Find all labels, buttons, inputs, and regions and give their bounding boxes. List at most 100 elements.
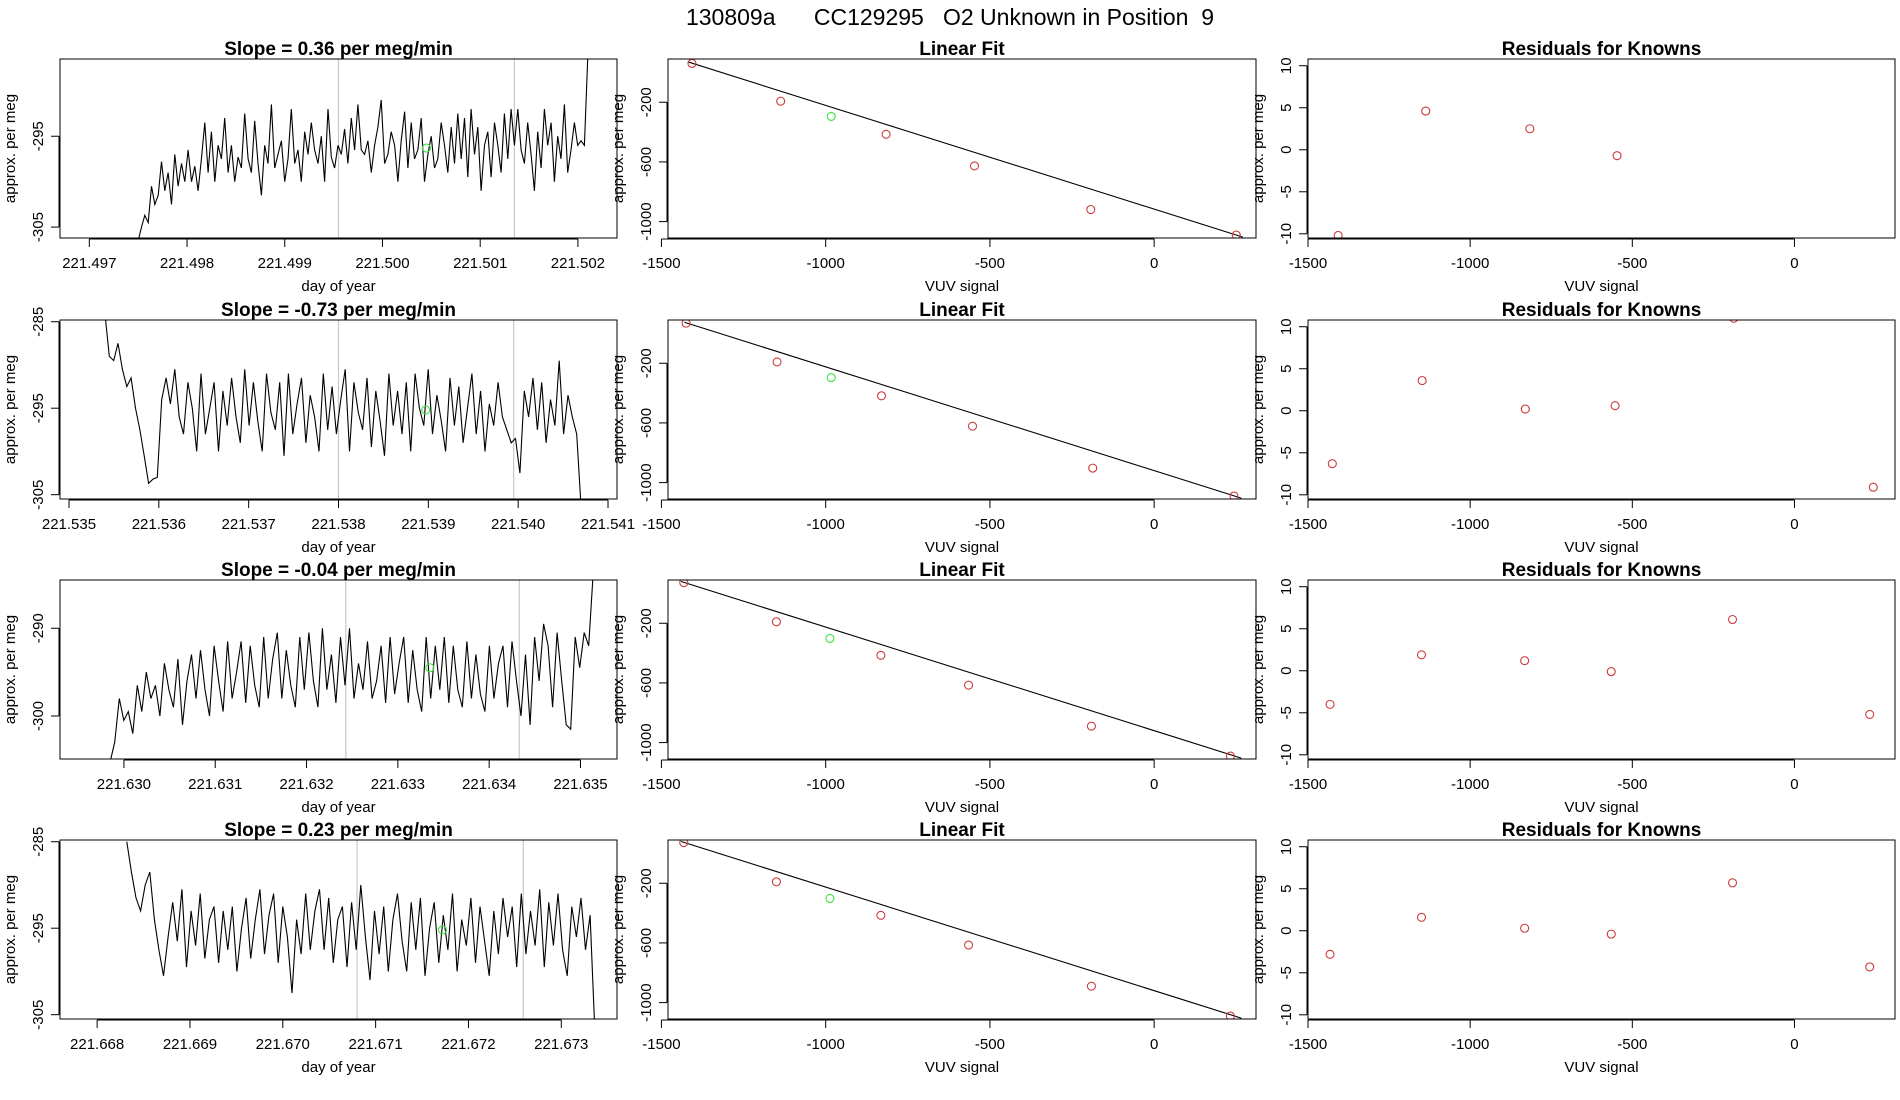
x-tick-label: -1000 xyxy=(1451,776,1489,793)
known-point xyxy=(881,129,891,139)
y-tick-label: 0 xyxy=(1278,146,1295,154)
x-tick-label: 0 xyxy=(1150,776,1158,793)
x-tick-label: -1500 xyxy=(1289,255,1327,272)
known-point xyxy=(876,650,886,660)
y-tick-label: -5 xyxy=(1278,706,1295,719)
x-tick-label: 0 xyxy=(1150,1036,1158,1053)
unknown-point xyxy=(826,373,836,383)
y-tick-label: 5 xyxy=(1278,885,1295,893)
x-tick-label: 221.501 xyxy=(453,255,507,272)
x-tick-label: 221.630 xyxy=(97,776,151,793)
plot-area xyxy=(1325,878,1875,972)
y-tick-label: 10 xyxy=(1278,57,1295,74)
known-point xyxy=(969,161,980,171)
x-tick-label: 221.668 xyxy=(70,1036,124,1053)
panel-title: Residuals for Knowns xyxy=(1502,820,1702,841)
known-point xyxy=(964,680,974,690)
x-tick-label: 221.499 xyxy=(258,255,312,272)
known-point xyxy=(1727,614,1738,625)
x-tick-label: -500 xyxy=(975,1036,1005,1053)
y-axis-label: approx. per meg xyxy=(1250,355,1267,464)
x-axis-label: day of year xyxy=(301,539,375,556)
y-tick-label: -600 xyxy=(638,668,655,698)
unknown-point xyxy=(437,925,448,935)
x-tick-label: -1000 xyxy=(1451,516,1489,533)
known-point xyxy=(679,840,689,848)
x-tick-label: 221.535 xyxy=(42,516,96,533)
known-point xyxy=(679,580,689,588)
x-tick-label: 0 xyxy=(1790,1036,1798,1053)
y-tick-label: -200 xyxy=(638,608,655,638)
panel-title: Linear Fit xyxy=(919,39,1005,60)
y-tick-label: -200 xyxy=(638,868,655,898)
panel-timeseries-3: Slope = -0.04 per meg/min day of year appr… xyxy=(2,560,618,816)
y-axis-label: approx. per meg xyxy=(610,875,627,984)
y-tick-label: 10 xyxy=(1278,578,1295,595)
x-tick-label: 221.536 xyxy=(132,516,186,533)
known-point xyxy=(1086,721,1096,731)
panel-residuals-2: Residuals for Knowns VUV signal approx. pe… xyxy=(1250,300,1896,556)
plot-area xyxy=(679,580,1242,759)
x-tick-label: 221.538 xyxy=(311,516,365,533)
fit-line xyxy=(680,840,1242,1019)
x-tick-label: 0 xyxy=(1790,516,1798,533)
panel-title: Slope = -0.73 per meg/min xyxy=(221,300,456,321)
plot-area xyxy=(105,320,582,499)
y-axis-label: approx. per meg xyxy=(2,94,19,203)
x-axis-label: VUV signal xyxy=(1564,799,1638,816)
y-axis-label: approx. per meg xyxy=(610,355,627,464)
y-tick-label: -200 xyxy=(638,348,655,378)
known-point xyxy=(1865,962,1875,972)
fit-line xyxy=(687,61,1244,238)
x-tick-label: -1000 xyxy=(806,255,844,272)
y-axis-label: approx. per meg xyxy=(2,355,19,464)
panel-title: Slope = -0.04 per meg/min xyxy=(221,560,456,581)
x-tick-label: 221.502 xyxy=(551,255,605,272)
plot-area xyxy=(110,580,594,759)
x-tick-label: -500 xyxy=(1617,516,1647,533)
x-tick-label: 0 xyxy=(1150,516,1158,533)
plot-frame xyxy=(1307,839,1896,1020)
known-point xyxy=(1520,923,1530,933)
panel-residuals-3: Residuals for Knowns VUV signal approx. pe… xyxy=(1250,560,1896,816)
known-point xyxy=(1417,375,1427,386)
x-tick-label: -500 xyxy=(1617,1036,1647,1053)
plot-frame xyxy=(667,839,1257,1020)
known-point xyxy=(772,357,782,367)
y-axis-label: approx. per meg xyxy=(1250,615,1267,724)
series-line xyxy=(110,580,594,759)
y-tick-label: -295 xyxy=(30,913,47,943)
y-tick-label: -10 xyxy=(1278,1004,1295,1026)
y-tick-label: -5 xyxy=(1278,966,1295,979)
y-tick-label: -10 xyxy=(1278,484,1295,506)
x-tick-label: -500 xyxy=(975,776,1005,793)
plot-area xyxy=(126,840,595,1019)
plot-frame xyxy=(59,839,618,1020)
plot-area xyxy=(138,59,589,238)
y-tick-label: 0 xyxy=(1278,667,1295,675)
plot-frame xyxy=(59,58,618,239)
x-axis-label: day of year xyxy=(301,1059,375,1076)
known-point xyxy=(1525,124,1535,134)
x-tick-label: 221.673 xyxy=(534,1036,588,1053)
y-tick-label: -305 xyxy=(30,1000,47,1030)
plot-frame xyxy=(667,579,1257,760)
known-point xyxy=(1229,491,1239,499)
x-tick-label: 221.635 xyxy=(553,776,607,793)
panel-title: Slope = 0.23 per meg/min xyxy=(224,820,453,841)
plot-area xyxy=(1333,106,1622,238)
y-axis-label: approx. per meg xyxy=(610,94,627,203)
x-tick-label: -1500 xyxy=(642,776,680,793)
series-line xyxy=(126,841,595,1019)
known-point xyxy=(1231,230,1241,238)
y-tick-label: 0 xyxy=(1278,407,1295,415)
known-point xyxy=(1520,656,1530,666)
x-tick-label: 221.537 xyxy=(222,516,276,533)
unknown-point xyxy=(825,633,835,644)
panel-residuals-1: Residuals for Knowns VUV signal approx. pe… xyxy=(1250,39,1896,295)
plot-area xyxy=(679,840,1242,1019)
y-axis-label: approx. per meg xyxy=(610,615,627,724)
known-point xyxy=(1612,151,1622,161)
series-line xyxy=(138,59,589,238)
